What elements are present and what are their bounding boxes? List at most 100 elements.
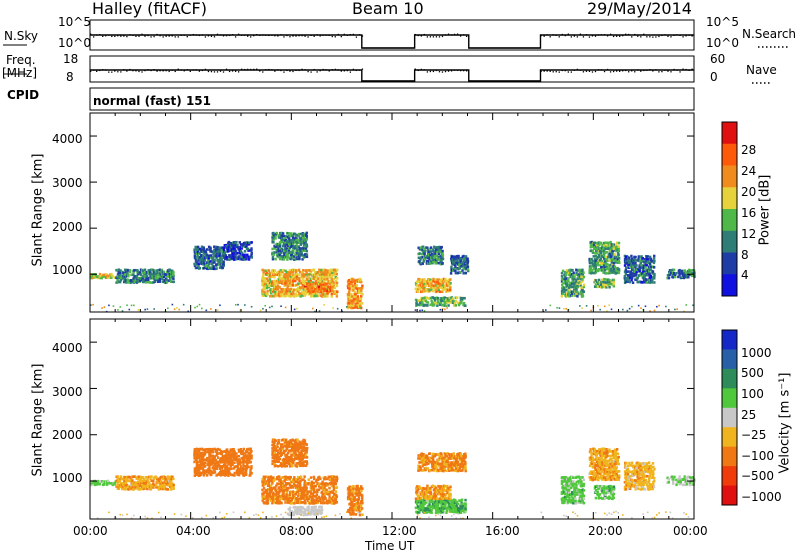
- nsky-panel-dot: [667, 35, 669, 37]
- velocity-echo-cell: [274, 488, 277, 492]
- velocity-echo-cell: [117, 487, 120, 490]
- velocity-echo-cell: [293, 449, 296, 453]
- velocity-echo-cell: [323, 488, 326, 492]
- power-echo-cell: [576, 284, 579, 287]
- velocity-echo-cell: [330, 484, 334, 488]
- power-echo-cell: [605, 247, 608, 250]
- velocity-echo-cell: [116, 477, 119, 481]
- power-echo-cell: [267, 284, 271, 287]
- velocity-echo-cell: [263, 478, 266, 481]
- velocity-echo-cell: [331, 477, 335, 481]
- velocity-echo-cell: [90, 481, 93, 485]
- power-echo-cell: [420, 299, 424, 303]
- velocity-echo-cell: [141, 485, 145, 489]
- velocity-echo-cell: [282, 493, 285, 496]
- velocity-echo-cell: [328, 490, 331, 494]
- power-echo-cell: [303, 234, 307, 237]
- nsky-panel-dot: [358, 34, 361, 36]
- power-echo-cell: [325, 278, 328, 281]
- power-scatter-cell: [194, 306, 196, 309]
- power-echo-cell: [135, 268, 138, 272]
- power-echo-cell: [209, 247, 212, 251]
- power-echo-cell: [444, 277, 447, 281]
- velocity-echo-cell: [283, 441, 287, 444]
- power-echo-cell: [443, 285, 446, 289]
- beam-title: Beam 10: [352, 0, 424, 18]
- power-echo-cell: [263, 287, 267, 291]
- power-echo-cell: [288, 271, 292, 275]
- velocity-echo-cell: [152, 484, 155, 487]
- velocity-echo-cell: [301, 500, 304, 504]
- power-echo-cell: [603, 251, 606, 255]
- power-echo-cell: [464, 304, 467, 308]
- velocity-echo-cell: [272, 476, 275, 480]
- velocity-echo-cell: [282, 438, 285, 441]
- power-echo-cell: [579, 290, 583, 294]
- velocity-echo-cell: [199, 452, 202, 456]
- power-echo-cell: [281, 232, 285, 235]
- freq-panel-dot: [558, 71, 560, 73]
- power-echo-cell: [635, 276, 638, 280]
- velocity-echo-cell: [264, 488, 268, 492]
- power-echo-cell: [415, 283, 418, 287]
- velocity-echo-cell: [93, 479, 97, 483]
- velocity-echo-cell: [297, 445, 300, 448]
- power-echo-cell: [302, 236, 306, 240]
- velocity-echo-cell: [138, 485, 141, 488]
- power-echo-cell: [321, 282, 324, 285]
- velocity-echo-cell: [224, 454, 227, 458]
- power-echo-cell: [147, 270, 150, 274]
- velocity-echo-cell: [238, 458, 242, 462]
- power-echo-cell: [132, 273, 135, 276]
- velocity-echo-cell: [286, 445, 289, 449]
- power-echo-cell: [577, 273, 580, 277]
- power-echo-cell: [302, 281, 305, 285]
- power-echo-cell: [357, 301, 361, 305]
- nsky-panel-dot: [441, 35, 444, 38]
- velocity-echo-cell: [238, 471, 242, 475]
- velocity-echo-cell: [320, 500, 323, 503]
- power-echo-cell: [435, 301, 439, 305]
- power-echo-cell: [266, 282, 270, 286]
- velocity-echo-cell: [166, 488, 170, 491]
- power-scatter-cell: [341, 310, 344, 313]
- power-echo-cell: [415, 301, 418, 305]
- freq-panel-dot: [207, 70, 210, 73]
- power-echo-cell: [577, 281, 581, 285]
- velocity-echo-cell: [289, 458, 293, 462]
- power-echo-cell: [300, 234, 304, 238]
- power-echo-cell: [271, 247, 274, 251]
- velocity-echo-cell: [225, 464, 229, 468]
- nsky-panel-dot: [465, 35, 468, 38]
- power-echo-cell: [219, 260, 222, 264]
- velocity-echo-cell: [233, 474, 236, 477]
- velocity-echo-cell: [351, 500, 354, 504]
- velocity-echo-cell: [291, 490, 295, 493]
- velocity-echo-cell: [150, 485, 153, 489]
- velocity-echo-cell: [270, 486, 273, 490]
- power-echo-cell: [140, 278, 144, 282]
- power-echo-cell: [603, 265, 606, 269]
- velocity-echo-cell: [105, 483, 108, 486]
- power-echo-cell: [352, 304, 356, 308]
- power-echo-cell: [234, 249, 237, 253]
- velocity-echo-cell: [283, 484, 286, 488]
- power-echo-cell: [150, 276, 153, 280]
- power-echo-cell: [280, 277, 283, 280]
- velocity-echo-cell: [332, 475, 336, 479]
- velocity-echo-cell: [303, 482, 306, 485]
- velocity-echo-cell: [225, 448, 228, 452]
- power-echo-cell: [96, 275, 100, 279]
- velocity-echo-cell: [359, 500, 363, 503]
- velocity-echo-cell: [290, 453, 293, 457]
- power-echo-cell: [291, 290, 295, 294]
- nsky-panel-dot: [543, 35, 545, 37]
- power-echo-cell: [604, 281, 607, 284]
- power-echo-cell: [605, 265, 608, 269]
- power-echo-cell: [565, 292, 569, 295]
- power-echo-cell: [134, 276, 137, 280]
- power-echo-cell: [323, 279, 326, 283]
- velocity-echo-cell: [417, 500, 421, 504]
- power-echo-cell: [671, 271, 675, 275]
- power-echo-cell: [359, 291, 363, 295]
